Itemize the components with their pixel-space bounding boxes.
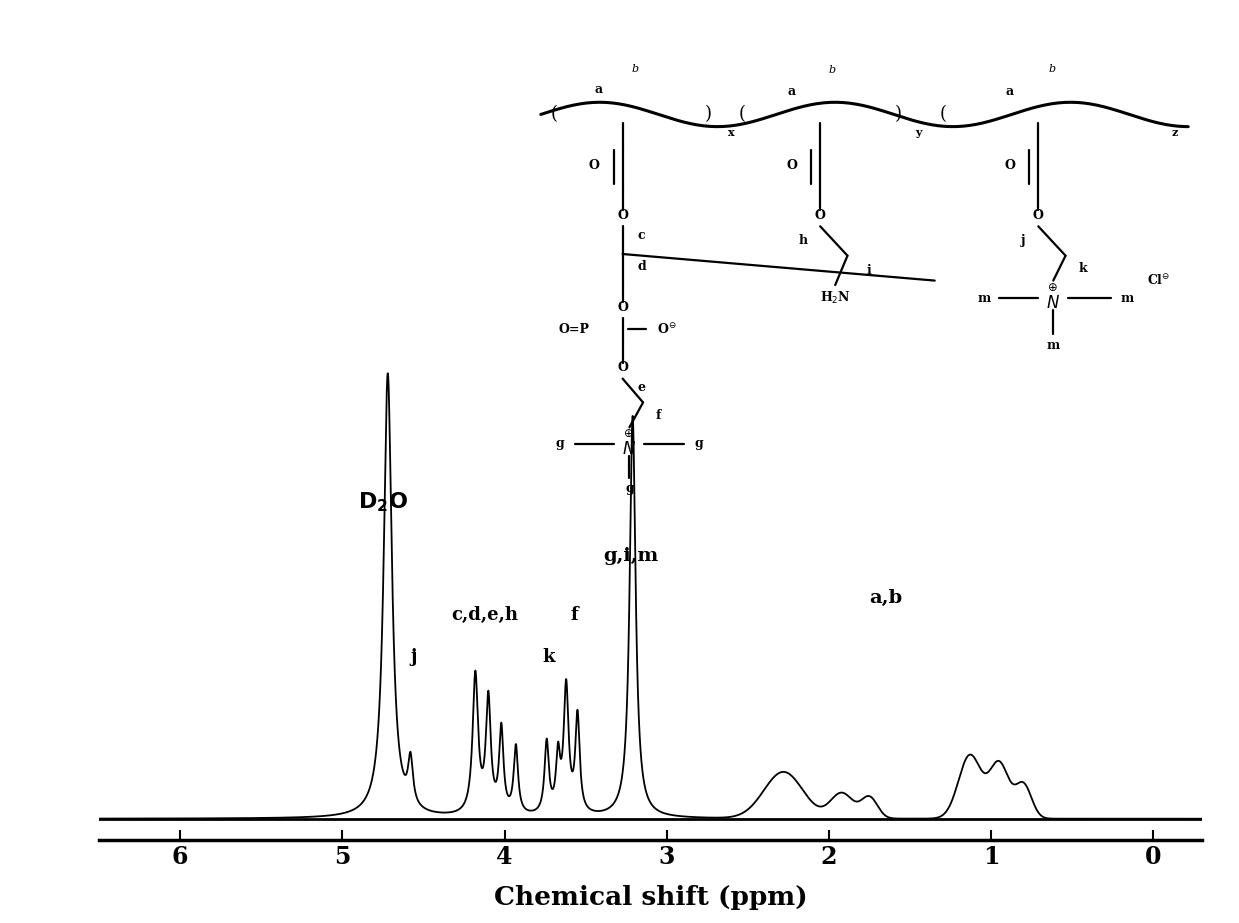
Text: O: O [589,160,600,173]
Text: b: b [632,64,638,74]
Text: a: a [595,83,603,96]
Text: k: k [1078,262,1087,275]
Text: (: ( [738,105,746,124]
Text: Cl$^{\ominus}$: Cl$^{\ominus}$ [1147,273,1171,288]
Text: g,i,m: g,i,m [603,547,659,565]
Text: c: c [638,229,646,242]
X-axis label: Chemical shift (ppm): Chemical shift (ppm) [493,885,808,910]
Text: $\overset{\oplus}{N}$: $\overset{\oplus}{N}$ [1046,284,1061,313]
Text: j: j [1021,234,1026,247]
Text: ): ) [704,105,711,124]
Text: g: g [695,438,704,450]
Text: ): ) [895,105,902,124]
Text: O: O [617,209,628,222]
Text: a: a [788,85,795,98]
Text: $\overset{\oplus}{N}$: $\overset{\oplus}{N}$ [622,429,637,459]
Text: (: ( [939,105,947,124]
Text: m: m [1047,339,1059,352]
Text: O$^{\ominus}$: O$^{\ominus}$ [657,322,676,337]
Text: O: O [1005,160,1015,173]
Text: m: m [1120,292,1134,305]
Text: H$_2$N: H$_2$N [820,290,851,306]
Text: O: O [617,301,628,314]
Text: O: O [815,209,825,222]
Text: f: f [655,409,660,422]
Text: g: g [555,438,564,450]
Text: f: f [570,606,579,624]
Text: b: b [829,66,836,75]
Text: g: g [624,482,634,495]
Text: O: O [617,361,628,374]
Text: h: h [799,234,808,247]
Text: $\mathbf{D_2O}$: $\mathbf{D_2O}$ [358,491,408,514]
Text: O=P: O=P [558,323,589,336]
Text: j: j [410,649,418,666]
Text: k: k [541,649,555,666]
Text: a,b: a,b [869,589,902,607]
Text: a: a [1006,85,1014,98]
Text: d: d [637,260,646,273]
Text: y: y [916,126,922,138]
Text: O: O [1033,209,1043,222]
Text: c,d,e,h: c,d,e,h [451,606,519,624]
Text: e: e [638,381,646,394]
Text: z: z [1171,126,1177,138]
Text: O: O [787,160,797,173]
Text: (: ( [551,105,558,124]
Text: x: x [729,126,735,138]
Text: b: b [1048,64,1056,74]
Text: i: i [867,264,872,277]
Text: m: m [978,292,990,305]
